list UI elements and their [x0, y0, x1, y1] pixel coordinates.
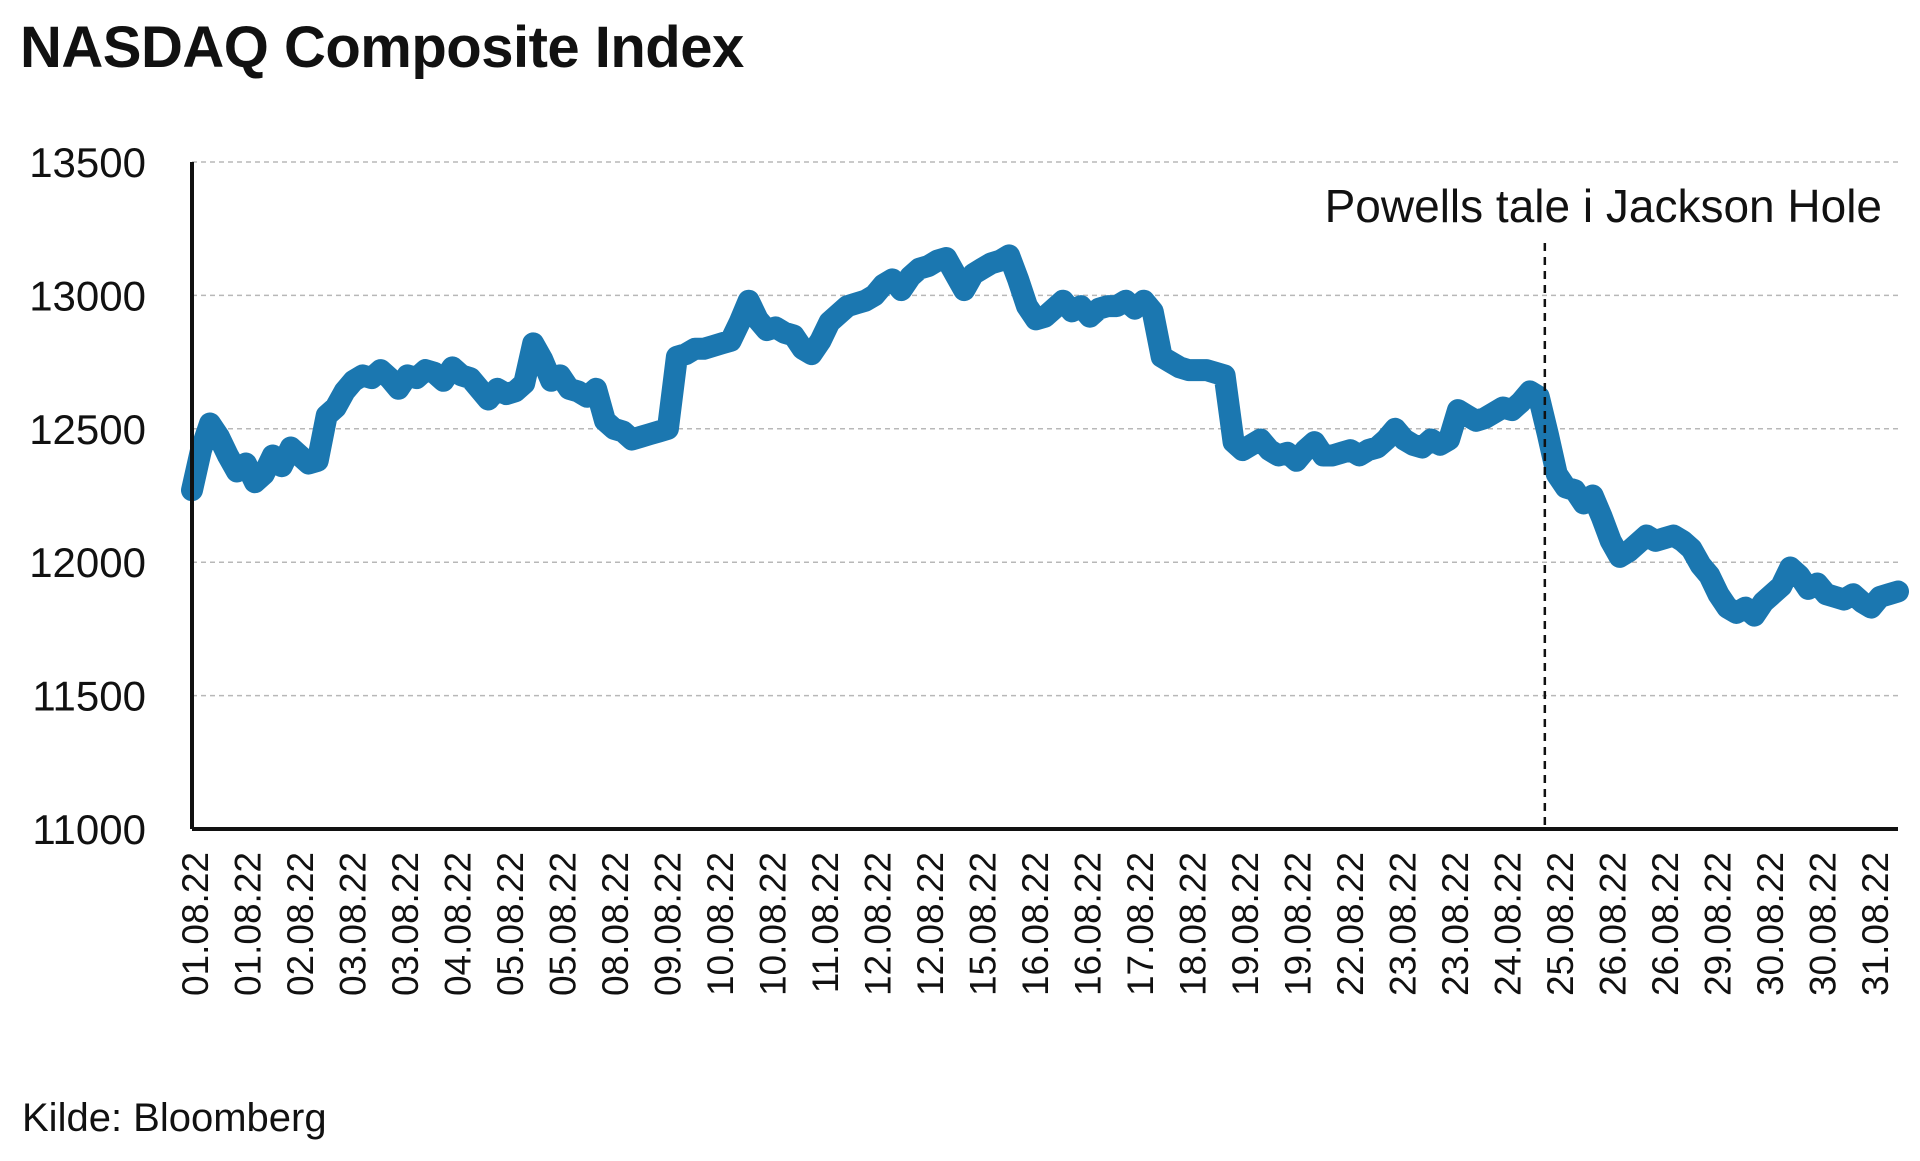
- x-tick-label: 08.08.22: [595, 852, 636, 996]
- x-tick-label: 25.08.22: [1540, 852, 1581, 996]
- x-tick-label: 01.08.22: [175, 852, 216, 996]
- y-axis-ticks: 11000 11500 12000 12500 13000 13500: [29, 139, 146, 853]
- x-tick-label: 03.08.22: [333, 852, 374, 996]
- x-tick-label: 26.08.22: [1593, 852, 1634, 996]
- x-tick-label: 10.08.22: [700, 852, 741, 996]
- source-note: Kilde: Bloomberg: [22, 1096, 327, 1140]
- x-tick-label: 23.08.22: [1383, 852, 1424, 996]
- x-tick-label: 03.08.22: [385, 852, 426, 996]
- series-group: [181, 244, 1909, 627]
- x-axis-ticks: 01.08.22 01.08.22 02.08.22 03.08.22 03.08.22…: [175, 852, 1896, 996]
- y-tick-label: 11500: [32, 673, 146, 720]
- x-tick-label: 26.08.22: [1645, 852, 1686, 996]
- x-tick-label: 11.08.22: [805, 852, 846, 993]
- x-tick-label: 16.08.22: [1068, 852, 1109, 996]
- annotations: Powells tale i Jackson Hole: [1325, 180, 1882, 829]
- x-tick-label: 12.08.22: [910, 852, 951, 996]
- x-tick-label: 15.08.22: [963, 852, 1004, 996]
- x-tick-label: 19.08.22: [1225, 852, 1266, 996]
- x-tick-label: 23.08.22: [1435, 852, 1476, 996]
- x-tick-label: 19.08.22: [1278, 852, 1319, 996]
- x-tick-label: 10.08.22: [753, 852, 794, 996]
- grid-lines: [192, 161, 1898, 697]
- y-tick-label: 13000: [29, 272, 146, 319]
- x-tick-label: 02.08.22: [280, 852, 321, 996]
- x-tick-label: 18.08.22: [1173, 852, 1214, 996]
- y-tick-label: 12500: [29, 406, 146, 453]
- annotation-label: Powells tale i Jackson Hole: [1325, 180, 1882, 232]
- series-line: [181, 244, 1909, 627]
- y-tick-label: 13500: [29, 139, 146, 186]
- x-tick-label: 09.08.22: [648, 852, 689, 996]
- y-tick-label: 11000: [32, 806, 146, 853]
- x-tick-label: 22.08.22: [1330, 852, 1371, 996]
- x-tick-label: 04.08.22: [438, 852, 479, 996]
- x-tick-label: 12.08.22: [858, 852, 899, 996]
- x-tick-label: 05.08.22: [543, 852, 584, 996]
- x-tick-label: 30.08.22: [1750, 852, 1791, 996]
- y-tick-label: 12000: [29, 539, 146, 586]
- x-tick-label: 29.08.22: [1698, 852, 1739, 996]
- x-tick-label: 01.08.22: [228, 852, 269, 996]
- axes: [190, 162, 1898, 831]
- chart-title: NASDAQ Composite Index: [20, 15, 744, 80]
- x-tick-label: 24.08.22: [1488, 852, 1529, 996]
- x-tick-label: 16.08.22: [1015, 852, 1056, 996]
- x-tick-label: 31.08.22: [1855, 852, 1896, 996]
- x-tick-label: 17.08.22: [1120, 852, 1161, 996]
- x-tick-label: 05.08.22: [490, 852, 531, 996]
- x-tick-label: 30.08.22: [1803, 852, 1844, 996]
